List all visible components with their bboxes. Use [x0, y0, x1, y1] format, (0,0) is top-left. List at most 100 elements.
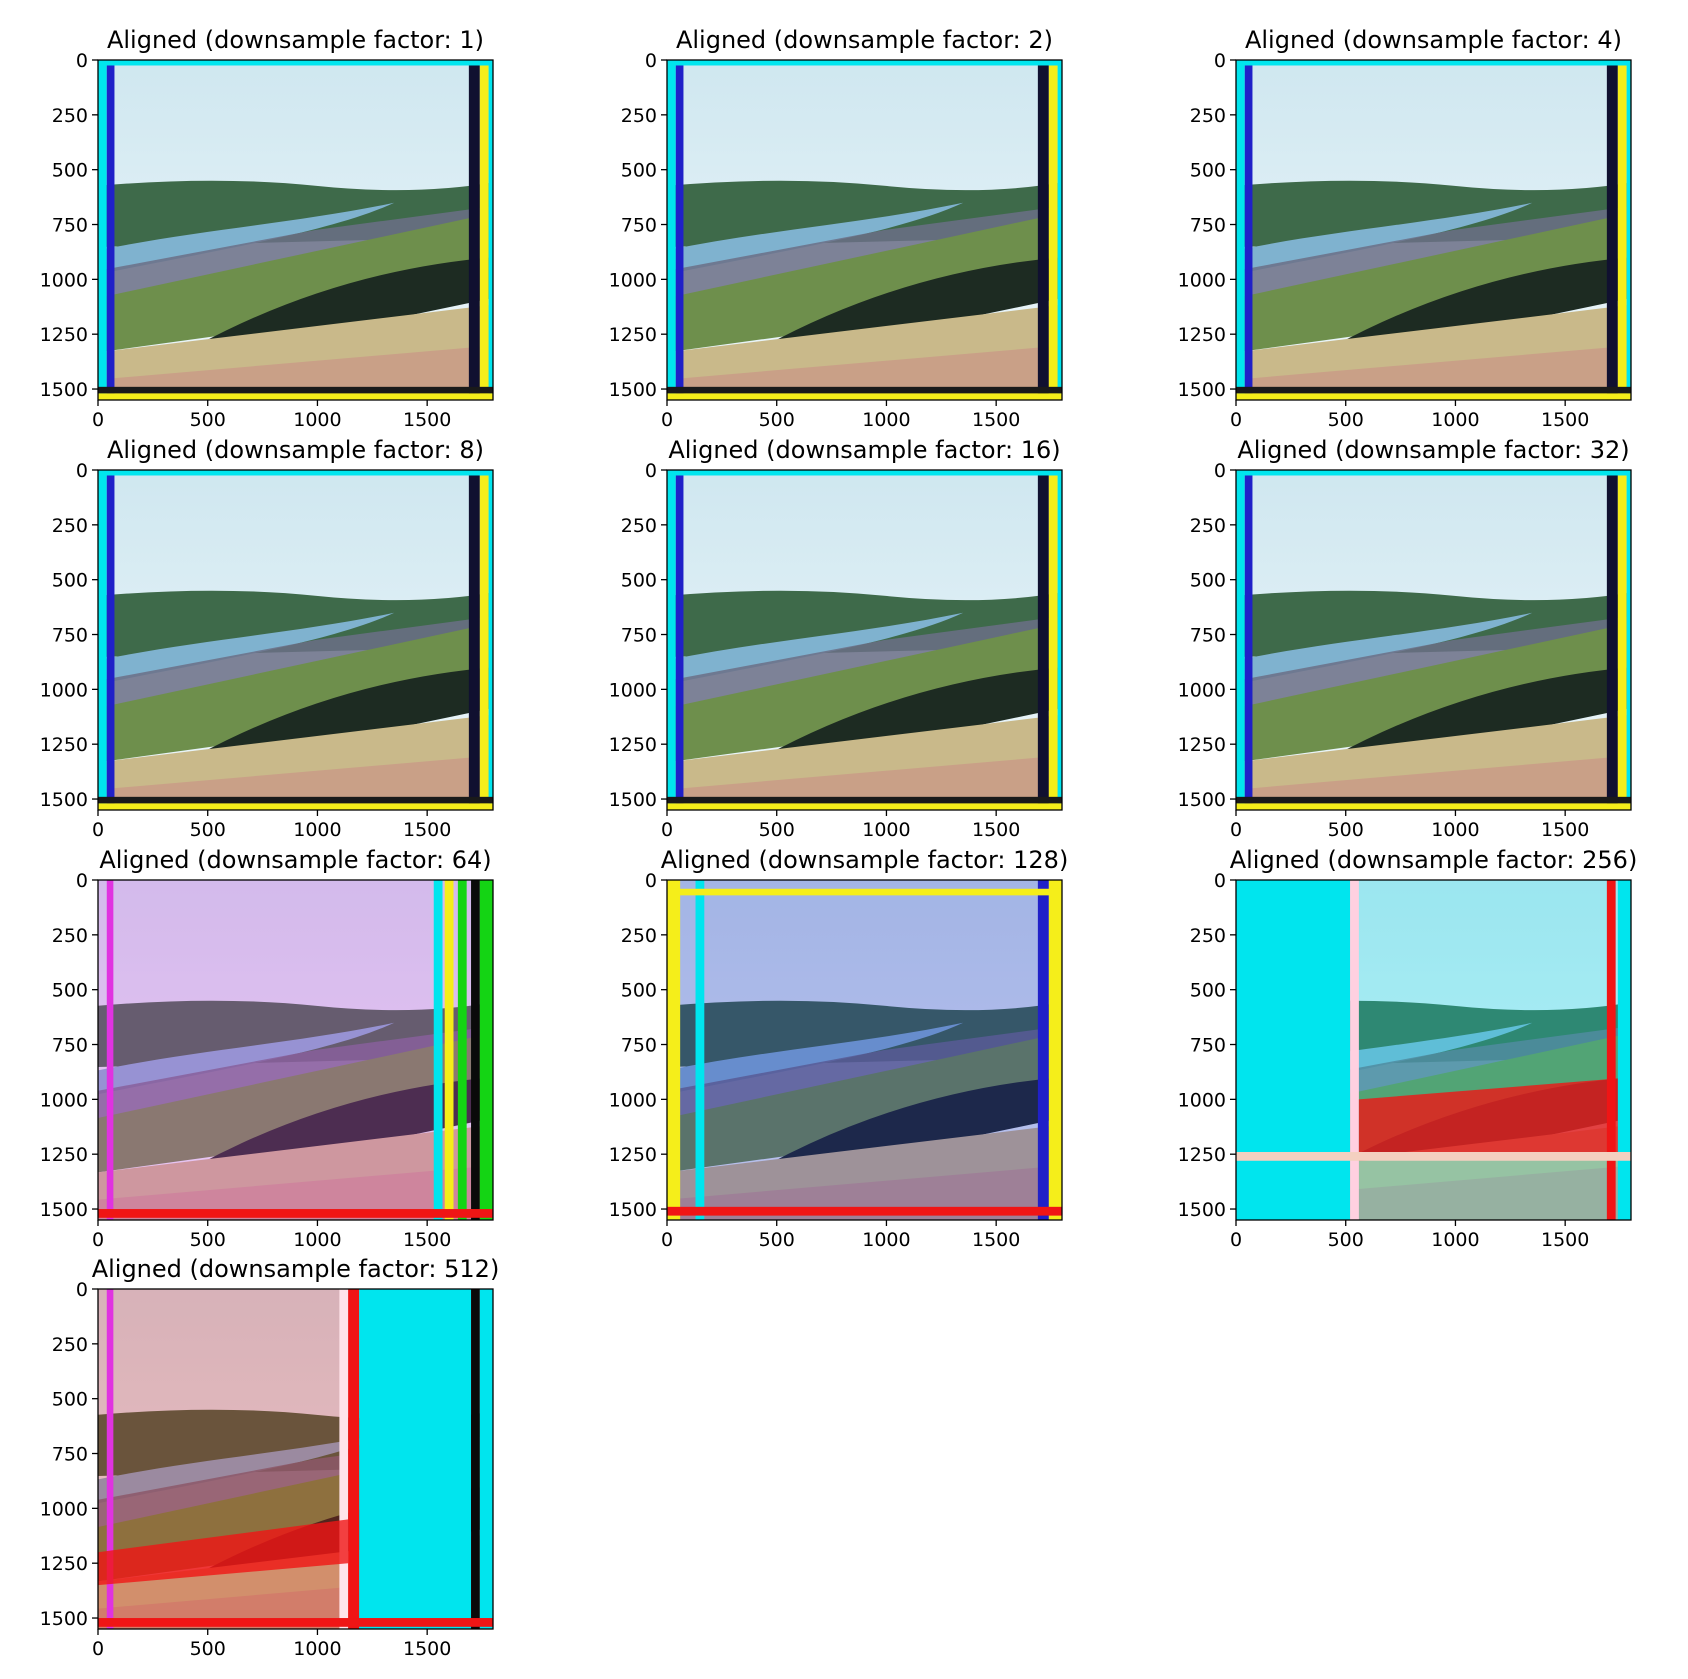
- y-tick-label: 500: [52, 980, 88, 1002]
- river: [667, 612, 964, 685]
- y-tick-label: 250: [621, 925, 657, 947]
- foreground-reddish: [98, 755, 493, 810]
- border-stripe-yellow-right: [1048, 60, 1058, 400]
- panel-image: [98, 470, 493, 810]
- x-tick-label: 1000: [293, 409, 341, 431]
- river: [98, 1431, 395, 1504]
- panel-p10: Aligned (downsample factor: 512)02505007…: [40, 1255, 500, 1660]
- color-tint: [667, 880, 1062, 1220]
- y-tick-label: 1000: [609, 679, 657, 701]
- x-tick-label: 0: [1230, 409, 1242, 431]
- x-tick-label: 1500: [972, 819, 1020, 841]
- y-tick-label: 500: [52, 160, 88, 182]
- foreground-reddish: [98, 345, 493, 400]
- x-tick-label: 1000: [862, 1229, 910, 1251]
- river: [98, 202, 395, 275]
- misalign-stripe-dark: [471, 1289, 480, 1629]
- border-stripe-cyan-left: [667, 60, 676, 400]
- border-stripe-bottom-yellow: [98, 393, 493, 400]
- misalign-stripe-green-1: [457, 880, 467, 1220]
- panel-title: Aligned (downsample factor: 4): [1245, 26, 1622, 54]
- border-stripe-dark-right: [1606, 470, 1618, 810]
- y-tick-label: 1250: [609, 734, 657, 756]
- axes-frame: [1235, 469, 1632, 811]
- panel-p8: Aligned (downsample factor: 128)02505007…: [609, 846, 1069, 1251]
- y-tick-label: 1250: [40, 1553, 88, 1575]
- misalign-stripe-red-bottom: [667, 1206, 1062, 1216]
- border-stripe-cyan-right: [1626, 470, 1631, 810]
- misalign-stripe-yellow-right: [1048, 880, 1062, 1220]
- y-tick-label: 0: [76, 50, 88, 72]
- misalign-stripe-peach: [1236, 1152, 1631, 1161]
- misalign-stripe-red-bottom: [98, 1618, 493, 1627]
- y-tick-label: 0: [1214, 50, 1226, 72]
- y-tick-label: 1250: [1178, 734, 1226, 756]
- green-hill: [1236, 213, 1631, 353]
- y-tick-label: 1500: [1178, 379, 1226, 401]
- y-tick-label: 500: [1190, 570, 1226, 592]
- y-tick-label: 1000: [1178, 679, 1226, 701]
- x-tick-label: 1500: [972, 1229, 1020, 1251]
- y-tick-label: 250: [1190, 105, 1226, 127]
- y-tick-label: 750: [52, 1444, 88, 1466]
- y-tick-label: 250: [621, 105, 657, 127]
- x-tick-label: 1500: [403, 1229, 451, 1251]
- x-tick-label: 1000: [293, 1229, 341, 1251]
- border-stripe-yellow-right: [1617, 470, 1627, 810]
- dark-field: [765, 257, 1062, 356]
- border-stripe-bottom-yellow: [667, 803, 1062, 810]
- panel-image: [667, 880, 1062, 1220]
- axes-frame: [1235, 879, 1632, 1221]
- misalign-stripe-magenta-left: [106, 1289, 114, 1629]
- foreground-reddish: [667, 755, 1062, 810]
- green-hill: [98, 1033, 493, 1173]
- y-tick-label: 1250: [609, 1144, 657, 1166]
- misalign-stripe-dark: [471, 880, 480, 1220]
- dark-field: [196, 1077, 493, 1176]
- x-tick-label: 500: [190, 1638, 226, 1660]
- x-tick-label: 500: [759, 409, 795, 431]
- panel-image: [98, 880, 493, 1220]
- y-tick-label: 1500: [1178, 789, 1226, 811]
- y-tick-label: 1250: [1178, 1144, 1226, 1166]
- axes-frame: [666, 59, 1063, 401]
- border-stripe-top: [98, 470, 493, 476]
- panel-image: [1236, 470, 1631, 810]
- y-tick-label: 750: [1190, 215, 1226, 237]
- y-tick-label: 500: [1190, 160, 1226, 182]
- axes-frame: [97, 1288, 494, 1630]
- border-stripe-dark-right: [1037, 60, 1049, 400]
- border-stripe-blue-left: [1244, 470, 1253, 810]
- y-tick-label: 0: [76, 460, 88, 482]
- x-tick-label: 0: [92, 1638, 104, 1660]
- dark-field: [765, 667, 1062, 766]
- axes-frame: [1235, 59, 1632, 401]
- border-stripe-cyan-right: [1057, 60, 1062, 400]
- y-tick-label: 1000: [609, 1089, 657, 1111]
- green-hill: [1236, 623, 1631, 763]
- y-tick-label: 1000: [40, 269, 88, 291]
- border-stripe-cyan-right: [488, 470, 493, 810]
- y-tick-label: 500: [52, 570, 88, 592]
- x-tick-label: 500: [1328, 1229, 1364, 1251]
- color-tint: [98, 880, 493, 1220]
- panel-image: [1236, 60, 1631, 400]
- misalign-stripe-cyan-left: [695, 880, 705, 1220]
- border-stripe-cyan-left: [1236, 470, 1245, 810]
- panel-p5: Aligned (downsample factor: 16) 0 250 500 75…: [609, 436, 1063, 841]
- x-tick-label: 0: [1230, 819, 1242, 841]
- y-tick-label: 750: [52, 1035, 88, 1057]
- y-tick-label: 0: [645, 50, 657, 72]
- border-stripe-bottom-dark: [98, 386, 493, 394]
- y-tick-label: 1250: [40, 1144, 88, 1166]
- river: [1236, 612, 1533, 685]
- dark-field: [196, 667, 493, 766]
- panel-p2: Aligned (downsample factor: 2) 0 250 500 750…: [609, 26, 1063, 431]
- border-stripe-yellow-right: [479, 470, 489, 810]
- border-stripe-cyan-left: [1236, 60, 1245, 400]
- border-stripe-cyan-left: [98, 470, 107, 810]
- y-tick-label: 750: [621, 1035, 657, 1057]
- y-tick-label: 1500: [40, 1608, 88, 1630]
- y-tick-label: 750: [621, 215, 657, 237]
- misalign-block-cyan-left: [1236, 880, 1351, 1220]
